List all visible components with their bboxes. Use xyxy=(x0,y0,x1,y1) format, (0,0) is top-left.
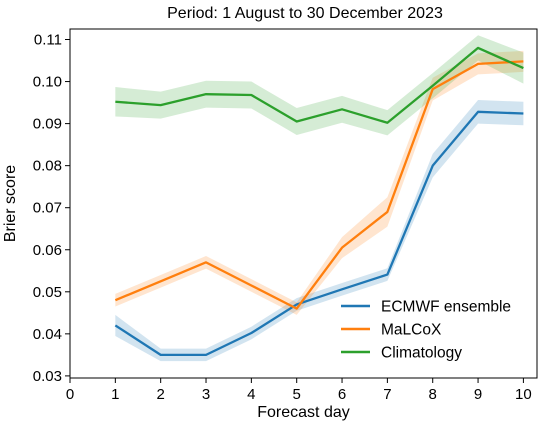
y-tick-label: 0.11 xyxy=(34,32,62,49)
x-tick-label: 9 xyxy=(474,386,482,403)
chart-title: Period: 1 August to 30 December 2023 xyxy=(167,5,443,22)
x-tick-label: 6 xyxy=(338,386,346,403)
x-tick-label: 3 xyxy=(202,386,210,403)
y-axis: 0.03 0.04 0.05 0.06 0.07 0.08 0.09 0.10 0.11 xyxy=(33,32,70,385)
x-tick-label: 10 xyxy=(515,386,532,403)
plot-frame xyxy=(69,28,538,379)
x-tick-label: 7 xyxy=(383,386,391,403)
x-tick-label: 4 xyxy=(247,386,255,403)
legend: ECMWF ensemble MaLCoX Climatology xyxy=(341,299,511,362)
y-tick-label: 0.05 xyxy=(33,284,62,301)
line-ecmwf-ensemble xyxy=(114,110,524,357)
y-axis-label: Brier score xyxy=(2,165,19,242)
y-tick-label: 0.10 xyxy=(33,74,62,91)
x-tick-label: 1 xyxy=(111,386,119,403)
x-axis-label: Forecast day xyxy=(257,404,349,421)
y-tick-label: 0.09 xyxy=(33,116,62,133)
line-climatology xyxy=(115,46,524,124)
series-lines xyxy=(114,46,524,357)
x-tick-label: 5 xyxy=(293,386,301,403)
y-tick-label: 0.08 xyxy=(33,158,62,175)
legend-label-malcox: MaLCoX xyxy=(381,322,442,339)
y-tick-label: 0.06 xyxy=(33,242,62,259)
y-tick-label: 0.07 xyxy=(33,200,62,217)
legend-label-ecmwf-ensemble: ECMWF ensemble xyxy=(381,299,511,316)
line-malcox xyxy=(114,60,524,310)
x-tick-label: 8 xyxy=(429,386,437,403)
x-tick-label: 0 xyxy=(66,386,74,403)
x-axis: 0 1 2 3 4 5 6 7 8 9 10 xyxy=(66,378,532,403)
y-tick-label: 0.04 xyxy=(33,326,62,343)
x-tick-label: 2 xyxy=(157,386,165,403)
legend-label-climatology: Climatology xyxy=(381,345,462,362)
y-tick-label: 0.03 xyxy=(33,368,62,385)
band-ecmwf-ensemble xyxy=(115,100,524,362)
